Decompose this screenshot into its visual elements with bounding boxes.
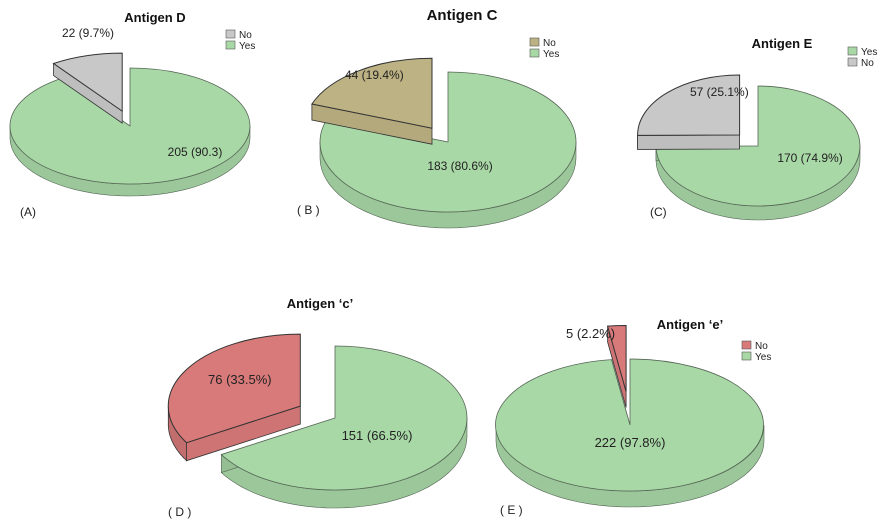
data-label-yes: 151 (66.5%)	[342, 428, 413, 443]
data-label-yes: 205 (90.3)	[168, 145, 223, 159]
legend-swatch-no	[847, 57, 858, 67]
slice-yes-top	[319, 71, 577, 213]
legend-swatch-no	[741, 340, 752, 350]
legend-swatch-no	[225, 29, 236, 39]
data-label-no: 22 (9.7%)	[62, 26, 114, 40]
panel-label: ( D )	[168, 505, 191, 519]
panel-label: (A)	[20, 205, 36, 219]
panel-label: ( E )	[500, 503, 523, 517]
data-label-yes: 222 (97.8%)	[595, 435, 666, 450]
legend-swatch-yes	[847, 46, 858, 56]
slice-yes	[495, 358, 765, 508]
slice-no-top	[52, 52, 123, 113]
data-label-no: 44 (19.4%)	[345, 68, 404, 82]
legend-label-no: No	[239, 30, 252, 41]
legend-swatch-no	[529, 37, 540, 47]
legend-label-no: No	[861, 58, 874, 69]
chart-title: Antigen E	[752, 36, 813, 51]
slice-no	[167, 333, 301, 462]
slice-no	[637, 74, 741, 150]
legend-label-yes: Yes	[755, 352, 771, 363]
data-label-no: 76 (33.5%)	[208, 372, 272, 387]
slice-no	[606, 324, 627, 408]
slice-no-top	[311, 57, 433, 129]
data-label-no: 57 (25.1%)	[690, 85, 749, 99]
legend-label-yes: Yes	[861, 47, 877, 58]
data-label-no: 5 (2.2%)	[566, 326, 615, 341]
slice-no-top	[167, 333, 301, 444]
slice-no-top	[606, 324, 627, 392]
slice-yes-top	[9, 67, 251, 185]
legend-label-no: No	[755, 341, 768, 352]
legend-swatch-yes	[741, 351, 752, 361]
legend-label-no: No	[543, 38, 556, 49]
slice-yes	[655, 85, 861, 221]
legend-label-yes: Yes	[543, 49, 559, 60]
slice-yes	[220, 345, 468, 509]
chart-title: Antigen C	[427, 7, 498, 24]
legend-label-yes: Yes	[239, 41, 255, 52]
slice-no	[52, 52, 123, 124]
slice-no-cut-face	[637, 134, 741, 150]
data-label-yes: 183 (80.6%)	[427, 159, 492, 173]
legend-swatch-yes	[225, 40, 236, 50]
slice-yes-top	[655, 85, 861, 207]
slice-yes-top	[495, 358, 764, 492]
chart-title: Antigen ‘e’	[657, 317, 723, 332]
panel-label: (C)	[650, 205, 667, 219]
pie-chart-antigen-c-lower: 76 (33.5%) 151 (66.5%) Antigen ‘c’ ( D )	[167, 296, 468, 519]
slice-yes	[9, 67, 251, 197]
legend-swatch-yes	[529, 48, 540, 58]
panel-label: ( B )	[297, 203, 320, 217]
slice-no-top	[637, 74, 741, 136]
chart-title: Antigen ‘c’	[287, 296, 353, 311]
slice-no	[311, 57, 433, 145]
data-label-yes: 170 (74.9%)	[777, 151, 842, 165]
slice-yes-top	[220, 345, 468, 491]
chart-title: Antigen D	[124, 10, 185, 25]
